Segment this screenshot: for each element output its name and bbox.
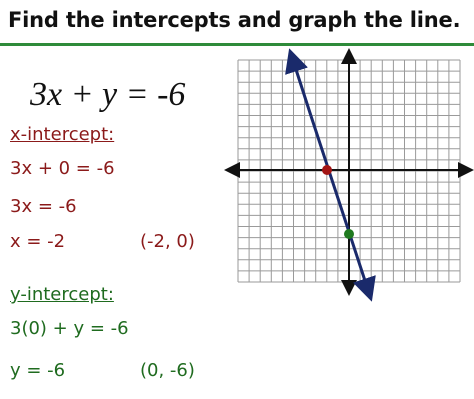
title: Find the intercepts and graph the line. [8, 8, 461, 32]
x-step: 3x = -6 [10, 196, 77, 217]
x-step: x = -2 [10, 231, 66, 252]
x-intercept-dot [322, 165, 332, 175]
x-step: 3x + 0 = -6 [10, 158, 115, 179]
y-intercept-heading: y-intercept: [10, 284, 114, 305]
equation: 3x + y = -6 [30, 76, 186, 113]
graph-line [309, 115, 376, 302]
y-intercept-dot [344, 229, 354, 239]
y-point: (0, -6) [140, 360, 195, 381]
y-step: y = -6 [10, 360, 66, 381]
x-point: (-2, 0) [140, 231, 195, 252]
graph-line [285, 48, 313, 117]
title-rule [0, 43, 474, 46]
y-step: 3(0) + y = -6 [10, 318, 129, 339]
x-intercept-heading: x-intercept: [10, 124, 115, 145]
